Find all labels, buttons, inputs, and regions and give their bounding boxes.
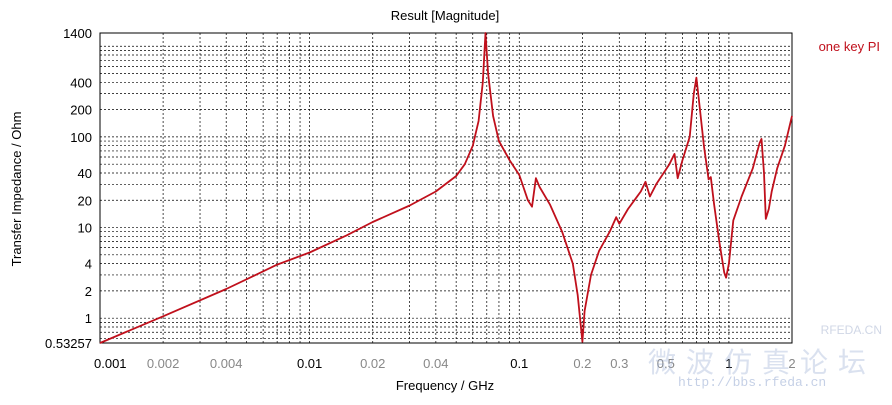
y-tick-label: 20 [78, 193, 92, 208]
x-tick-label: 0.04 [423, 356, 448, 371]
y-tick-labels: 0.53257 1 2 4 10 20 40 100 200 400 1400 [45, 26, 92, 351]
x-axis-label: Frequency / GHz [396, 378, 494, 393]
x-tick-label: 0.01 [297, 356, 322, 371]
y-tick-label: 4 [85, 257, 92, 272]
legend-entry-one-key-pi: one key PI [819, 39, 880, 54]
x-tick-label: 0.3 [610, 356, 628, 371]
y-tick-label: 10 [78, 221, 92, 236]
x-tick-label: 0.02 [360, 356, 385, 371]
y-tick-label: 1 [85, 311, 92, 326]
y-tick-label: 100 [70, 130, 92, 145]
x-tick-label: 0.2 [573, 356, 591, 371]
x-tick-label: 0.5 [657, 356, 675, 371]
x-tick-labels: 0.001 0.002 0.004 0.01 0.02 0.04 0.1 0.2 0.3 0.5 1… [94, 356, 796, 371]
x-tick-label: 0.002 [147, 356, 180, 371]
plot-frame [99, 32, 793, 344]
x-tick-label: 0.001 [94, 356, 127, 371]
series-layer [99, 32, 793, 344]
x-tick-label: 1 [725, 356, 732, 371]
y-tick-label: 40 [78, 166, 92, 181]
y-tick-label: 0.53257 [45, 336, 92, 351]
y-tick-label: 400 [70, 75, 92, 90]
x-tick-label: 0.1 [510, 356, 528, 371]
y-axis-label: Transfer Impedance / Ohm [9, 112, 24, 267]
chart-title: Result [Magnitude] [391, 8, 499, 23]
y-tick-label: 1400 [63, 26, 92, 41]
series-line-one-key-pi [99, 32, 793, 344]
x-tick-label: 0.004 [210, 356, 243, 371]
y-tick-label: 2 [85, 284, 92, 299]
x-tick-label: 2 [788, 356, 795, 371]
y-tick-label: 200 [70, 103, 92, 118]
grid [100, 33, 792, 343]
